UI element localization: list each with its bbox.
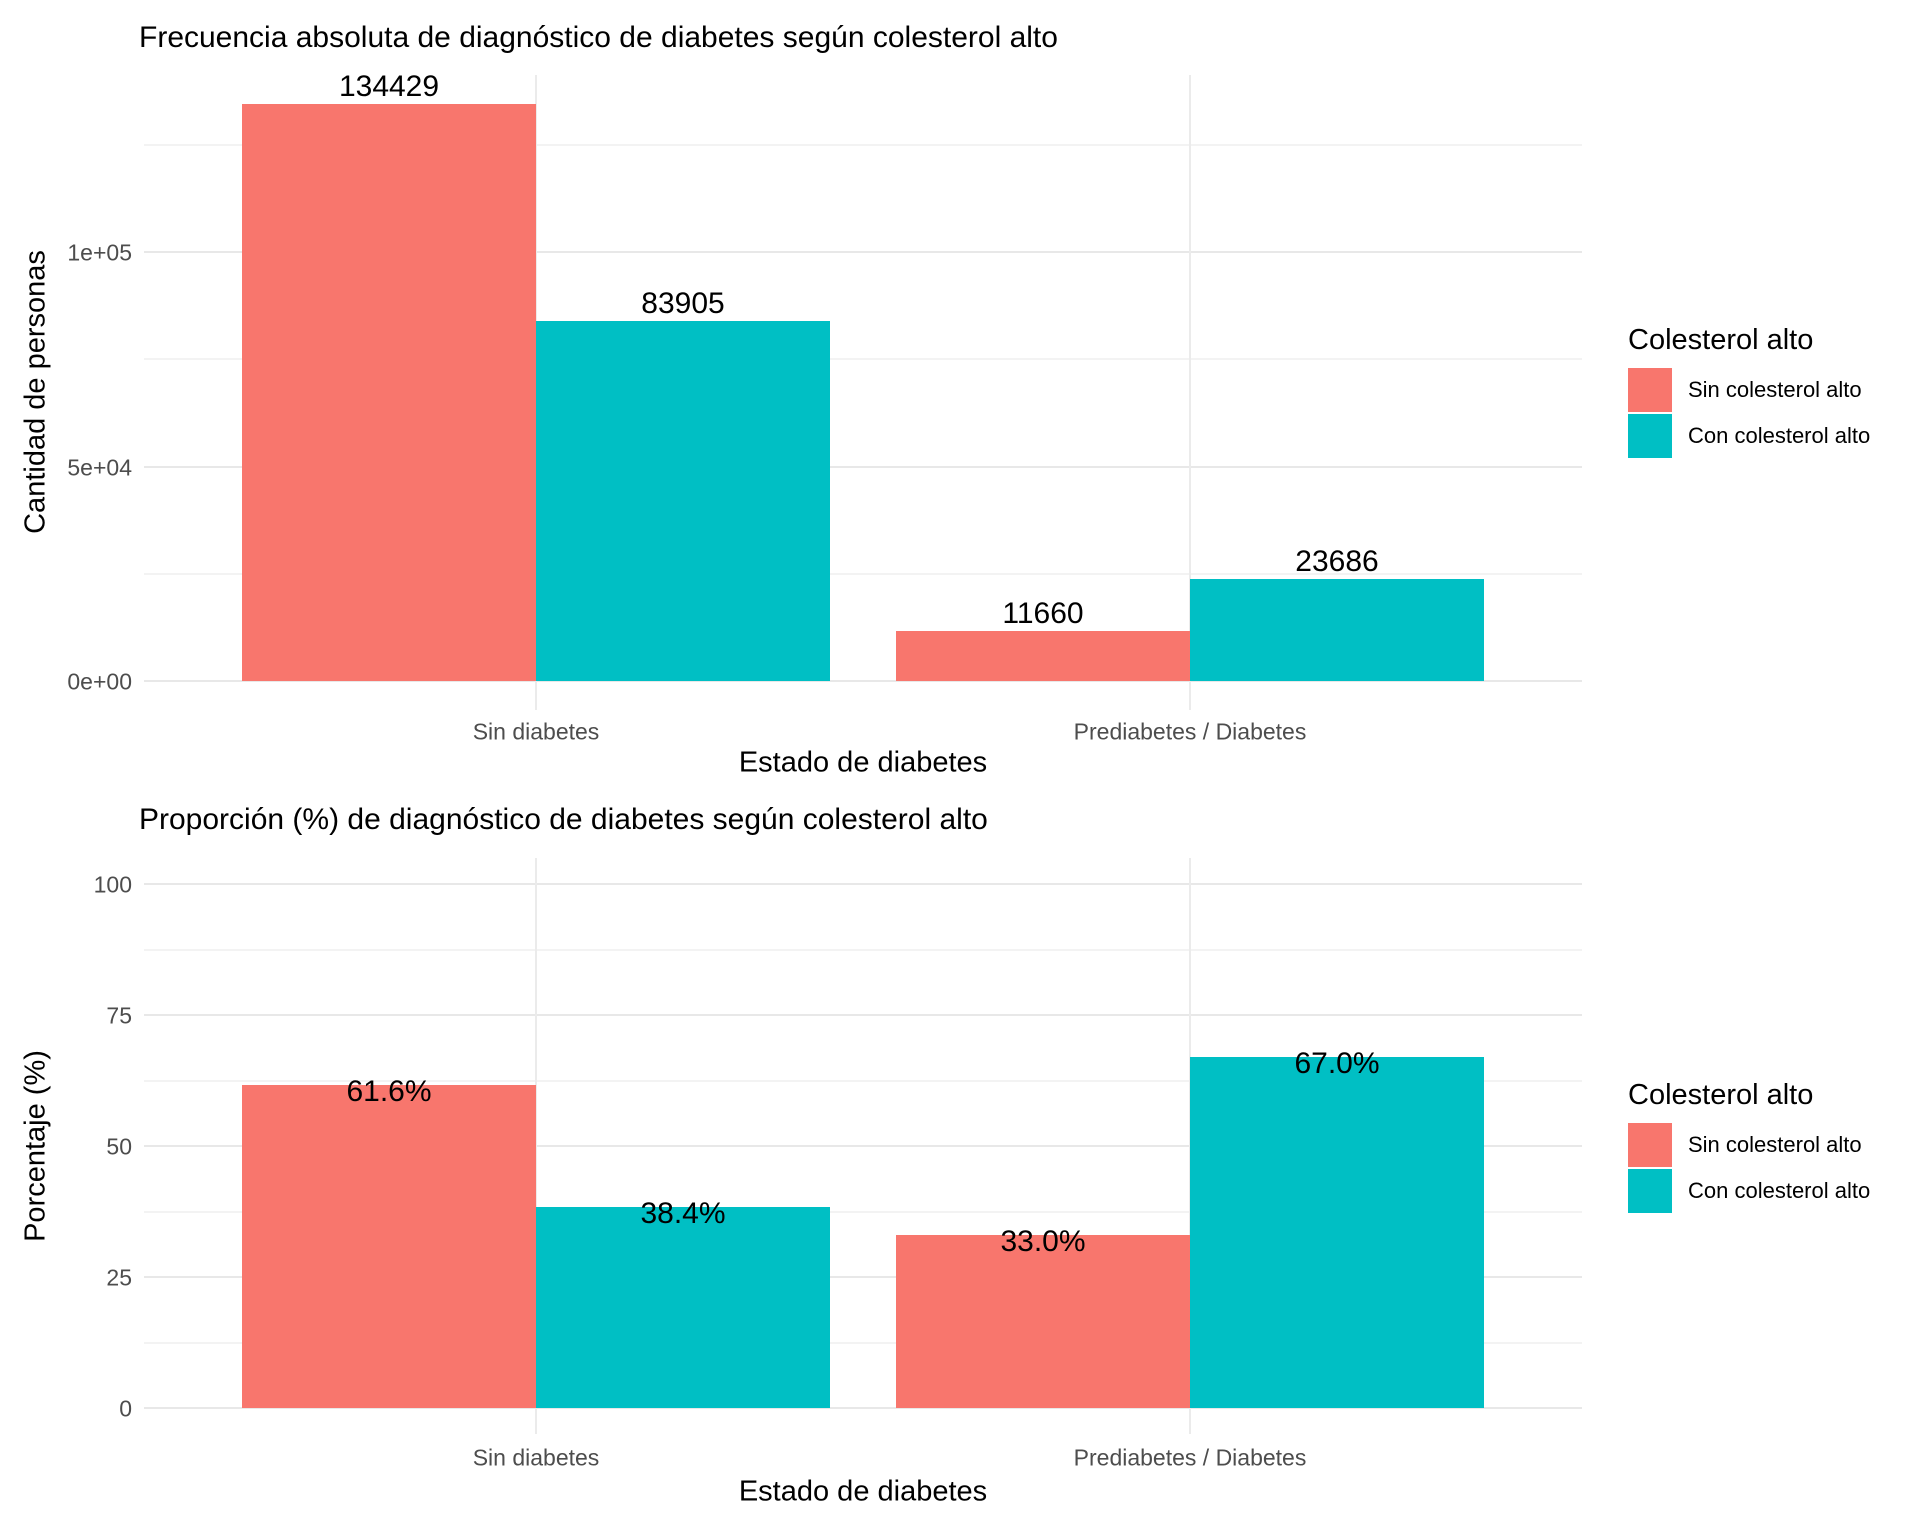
- bar-value-label: 83905: [641, 287, 725, 321]
- bar-value-label: 134429: [338, 70, 440, 104]
- legend-title: Colesterol alto: [1628, 324, 1814, 356]
- y-gridline-major: [144, 1014, 1582, 1016]
- x-gridline-major: [1189, 75, 1191, 710]
- y-gridline-major: [144, 883, 1582, 885]
- y-axis-tick-label: 75: [106, 1002, 132, 1029]
- chart2-title: Proporción (%) de diagnóstico de diabete…: [139, 803, 988, 836]
- y-gridline-minor: [144, 1341, 1582, 1344]
- chart2-bar-sin-colesterol-alto-sin-diabetes: [242, 1085, 536, 1408]
- bar-value-label: 11660: [1002, 596, 1084, 630]
- legend-item-sin-colesterol-alto: Sin colesterol alto: [1628, 368, 1870, 412]
- y-gridline-minor: [144, 572, 1582, 575]
- legend-item-sin-colesterol-alto: Sin colesterol alto: [1628, 1123, 1870, 1167]
- x-axis-category-label: Prediabetes / Diabetes: [1073, 718, 1307, 745]
- y-axis-tick-label: 100: [93, 871, 132, 898]
- chart2-bar-sin-colesterol-alto-prediabetes-diabetes: [896, 1235, 1190, 1408]
- chart2-y-axis-title: Porcentaje (%): [19, 1050, 52, 1242]
- chart1-legend: Colesterol alto Sin colesterol alto Con …: [1628, 322, 1870, 460]
- y-gridline-major: [144, 1145, 1582, 1147]
- x-gridline-major: [1189, 858, 1191, 1434]
- legend-key-sin-colesterol-alto: [1628, 368, 1672, 412]
- chart2-bar-con-colesterol-alto-sin-diabetes: [536, 1206, 830, 1408]
- chart1-bar-sin-colesterol-alto-sin-diabetes: [242, 104, 536, 681]
- chart1-bar-sin-colesterol-alto-prediabetes-diabetes: [896, 630, 1190, 681]
- y-gridline-major: [144, 680, 1582, 682]
- chart2-bar-con-colesterol-alto-prediabetes-diabetes: [1190, 1056, 1484, 1408]
- y-gridline-minor: [144, 143, 1582, 146]
- legend-label: Sin colesterol alto: [1688, 1132, 1862, 1157]
- y-axis-tick-label: 0: [119, 1395, 132, 1422]
- x-axis-category-label: Sin diabetes: [472, 1444, 600, 1471]
- y-gridline-minor: [144, 358, 1582, 361]
- legend-item-con-colesterol-alto: Con colesterol alto: [1628, 414, 1870, 458]
- bar-value-label: 67.0%: [1294, 1046, 1380, 1080]
- y-gridline-major: [144, 465, 1582, 468]
- y-gridline-minor: [144, 948, 1582, 951]
- y-axis-tick-label: 25: [106, 1264, 132, 1291]
- y-gridline-major: [144, 1276, 1582, 1278]
- legend-key-con-colesterol-alto: [1628, 1169, 1672, 1213]
- legend-key-con-colesterol-alto: [1628, 414, 1672, 458]
- legend-label: Con colesterol alto: [1688, 423, 1871, 448]
- x-gridline-major: [535, 75, 537, 710]
- x-axis-category-label: Sin diabetes: [472, 718, 600, 745]
- chart1-x-axis-title: Estado de diabetes: [738, 746, 988, 779]
- y-axis-tick-label: 0e+00: [67, 668, 132, 695]
- legend-label: Sin colesterol alto: [1688, 377, 1862, 402]
- legend-item-con-colesterol-alto: Con colesterol alto: [1628, 1169, 1870, 1213]
- bar-value-label: 61.6%: [346, 1075, 432, 1109]
- legend-key-sin-colesterol-alto: [1628, 1123, 1672, 1167]
- y-gridline-minor: [144, 1079, 1582, 1082]
- bar-value-label: 33.0%: [1000, 1225, 1086, 1259]
- y-gridline-major: [144, 251, 1582, 253]
- chart1-y-axis-title: Cantidad de personas: [19, 250, 52, 534]
- bar-value-label: 23686: [1295, 545, 1379, 579]
- y-gridline-minor: [144, 1210, 1582, 1213]
- y-gridline-major: [144, 1407, 1582, 1409]
- chart1-title: Frecuencia absoluta de diagnóstico de di…: [139, 21, 1058, 54]
- x-axis-category-label: Prediabetes / Diabetes: [1073, 1444, 1307, 1471]
- legend-title: Colesterol alto: [1628, 1079, 1814, 1111]
- legend-label: Con colesterol alto: [1688, 1178, 1871, 1203]
- bar-value-label: 38.4%: [640, 1196, 726, 1230]
- chart2-legend: Colesterol alto Sin colesterol alto Con …: [1628, 1077, 1870, 1215]
- chart2-x-axis-title: Estado de diabetes: [738, 1475, 988, 1508]
- x-gridline-major: [535, 858, 537, 1434]
- chart1-bar-con-colesterol-alto-sin-diabetes: [536, 321, 830, 681]
- chart1-bar-con-colesterol-alto-prediabetes-diabetes: [1190, 579, 1484, 681]
